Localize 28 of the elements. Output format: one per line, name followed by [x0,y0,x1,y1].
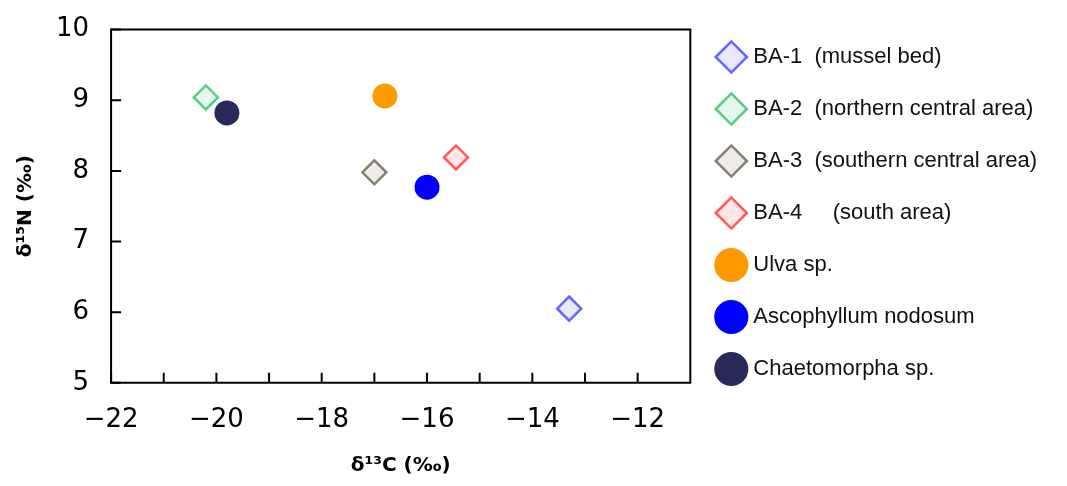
x-axis-title: δ¹³C (‰) [350,452,451,477]
point [361,159,388,186]
point [555,295,583,322]
x-tick-label: −12 [610,403,666,434]
legend-label: BA-1 (mussel bed) [753,43,942,69]
legend-label: BA-2 (northern central area) [753,95,1034,121]
y-tick-label: 6 [72,294,90,325]
legend-label: BA-3 (southern central area) [753,147,1038,173]
y-axis-title: δ¹⁵N (‰) [12,155,37,258]
x-tick-label: −20 [188,403,244,434]
point [214,100,240,126]
x-tick-label: −14 [504,403,560,434]
y-tick-label: 8 [72,153,90,184]
y-tick-label: 10 [55,12,90,43]
point [442,144,470,171]
legend-label: BA-4 (south area) [753,199,952,225]
point [414,174,440,200]
legend-label: Ascophyllum nodosum [753,303,975,329]
x-tick-label: −22 [83,403,139,434]
x-tick-label: −18 [294,403,350,434]
y-tick-label: 5 [72,365,90,396]
legend-label: Ulva sp. [753,251,833,277]
legend-label: Chaetomorpha sp. [753,355,935,381]
y-tick-label: 7 [72,224,90,255]
y-tick-label: 9 [72,82,90,113]
x-tick-label: −16 [399,403,455,434]
point [192,84,220,111]
point [372,83,398,109]
